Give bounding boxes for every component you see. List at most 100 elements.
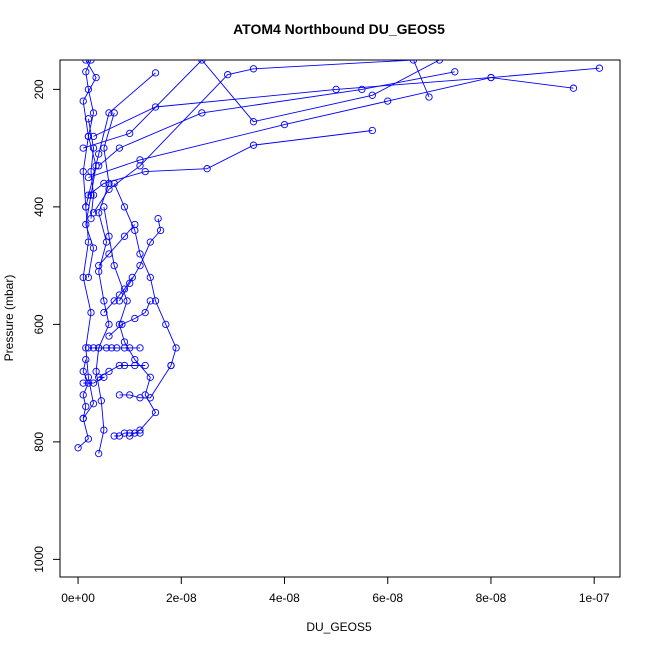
data-point	[84, 435, 93, 443]
series-line	[108, 300, 151, 337]
data-point	[100, 308, 108, 317]
data-point	[120, 203, 129, 211]
series-15	[89, 64, 604, 141]
data-point	[120, 285, 129, 293]
data-point	[151, 103, 160, 111]
data-point	[120, 344, 129, 352]
data-point	[151, 408, 160, 417]
data-point	[89, 344, 98, 352]
data-point	[136, 394, 144, 402]
data-point	[100, 426, 108, 434]
y-axis: 200 400 600 800 1000	[32, 79, 61, 573]
data-point	[120, 338, 129, 346]
data-point	[97, 397, 105, 405]
x-tick-label: 0e+00	[61, 591, 95, 605]
data-point	[95, 267, 103, 276]
series-18	[100, 273, 136, 317]
data-point	[249, 141, 258, 149]
data-point	[146, 238, 154, 246]
data-point	[115, 144, 124, 152]
data-point	[95, 449, 103, 458]
y-tick-label: 200	[32, 79, 46, 99]
series-line	[87, 118, 94, 219]
series-7	[84, 344, 144, 352]
data-point	[82, 355, 90, 364]
data-point	[82, 220, 90, 229]
data-point	[126, 429, 134, 437]
series-line	[103, 206, 157, 437]
data-point	[131, 361, 139, 370]
series-line	[82, 359, 89, 419]
data-point	[79, 391, 87, 399]
data-point	[487, 73, 495, 82]
data-point	[136, 344, 144, 352]
series-17	[79, 355, 93, 423]
data-point	[87, 191, 95, 199]
data-point	[409, 60, 418, 64]
data-point	[120, 232, 129, 240]
data-point	[115, 291, 124, 299]
data-point	[100, 144, 108, 152]
data-point	[110, 432, 118, 440]
data-point	[131, 429, 139, 437]
data-point	[156, 226, 165, 235]
data-point	[162, 320, 170, 329]
data-point	[280, 120, 289, 129]
plot-content	[74, 60, 604, 458]
x-tick-label: 8e-08	[476, 591, 507, 605]
series-line	[83, 60, 440, 149]
data-point	[100, 297, 108, 305]
data-point	[84, 273, 93, 282]
x-tick-label: 2e-08	[166, 591, 197, 605]
series-12	[95, 68, 459, 170]
series-line	[98, 71, 455, 167]
series-line	[88, 77, 574, 178]
data-point	[89, 109, 98, 117]
series-8	[110, 429, 144, 440]
data-point	[82, 68, 90, 76]
series-16	[82, 69, 160, 211]
data-point	[249, 118, 258, 126]
data-point	[167, 361, 175, 370]
data-point	[131, 355, 139, 364]
data-point	[368, 126, 376, 135]
data-point	[120, 429, 129, 437]
series-19	[105, 297, 154, 340]
y-tick-label: 800	[32, 432, 46, 452]
series-21	[95, 220, 139, 270]
data-point	[151, 297, 160, 305]
data-point	[84, 344, 93, 352]
x-tick-label: 6e-08	[372, 591, 403, 605]
data-point	[79, 144, 87, 152]
data-point	[113, 344, 121, 352]
data-point	[107, 344, 116, 352]
series-line	[93, 67, 600, 137]
series-line	[98, 224, 136, 266]
y-tick-label: 1000	[32, 546, 46, 573]
series-line	[113, 183, 177, 366]
data-point	[84, 115, 93, 123]
data-point	[154, 214, 162, 223]
data-point	[358, 85, 366, 94]
data-point	[100, 179, 108, 188]
data-point	[435, 60, 444, 64]
data-point	[141, 361, 149, 370]
data-point	[136, 156, 144, 164]
data-point	[126, 279, 134, 287]
data-point	[89, 244, 98, 252]
series-11	[89, 60, 433, 217]
data-point	[79, 414, 87, 423]
series-3	[110, 179, 180, 370]
data-point	[89, 191, 98, 199]
data-point	[126, 391, 134, 399]
data-point	[105, 320, 113, 329]
data-point	[84, 373, 93, 381]
y-tick-label: 600	[32, 314, 46, 334]
series-line	[95, 112, 115, 454]
x-axis: 0e+00 2e-08 4e-08 6e-08 8e-08 1e-07	[61, 576, 610, 605]
data-point	[136, 162, 144, 170]
data-point	[131, 314, 139, 323]
data-point	[87, 60, 95, 64]
data-point	[82, 60, 90, 64]
data-point	[89, 209, 98, 217]
